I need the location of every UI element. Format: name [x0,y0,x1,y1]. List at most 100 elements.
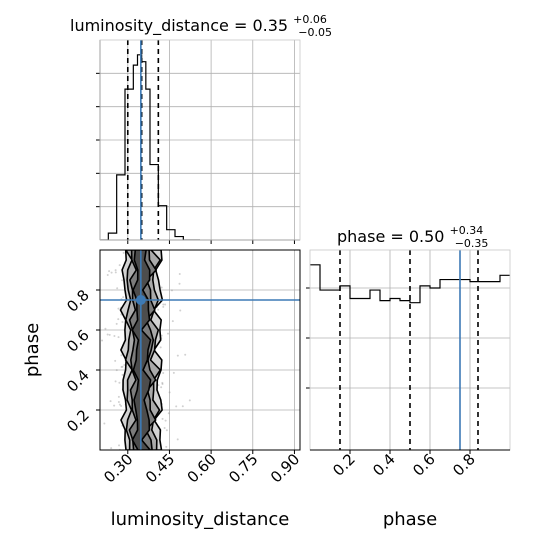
sample-point [101,339,104,342]
sample-point [121,321,124,324]
sample-point [171,320,174,323]
sample-point [113,335,116,338]
luminosity-distance-title-lower: −0.05 [298,26,332,39]
sample-point [116,287,119,290]
sample-point [160,386,163,389]
sample-point [108,333,111,336]
sample-point [161,381,164,384]
sample-point [184,353,187,356]
sample-point [120,365,123,368]
sample-point [161,382,164,385]
sample-point [157,308,160,311]
x-tick-label-3: 0.75 [225,450,261,486]
sample-point [121,365,124,368]
sample-point [121,373,124,376]
sample-point [122,251,125,254]
sample-point [172,371,175,374]
sample-point [115,322,118,325]
sample-point [114,269,117,272]
sample-point [117,336,120,339]
sample-point [162,371,165,374]
luminosity-distance-title-upper: +0.06 [293,13,327,26]
sample-point [92,380,94,382]
sample-point [162,303,165,306]
sample-point [114,359,117,362]
truth-marker [135,295,146,305]
sample-point [165,445,168,448]
phase-title-main: phase = 0.50 [337,227,444,246]
sample-point [161,417,164,420]
x-tick-label-1: 0.45 [142,450,178,486]
phase-title-upper: +0.34 [450,224,484,237]
x-tick-label-0: 0.30 [100,450,136,486]
sample-point [118,444,121,447]
sample-point [167,332,170,335]
phase-histogram-panel: 0.2 0.4 0.6 0.8 [306,249,511,480]
histogram-luminosity-distance [100,54,200,240]
panel-frame [99,39,301,241]
sample-point [118,381,121,384]
sample-point [117,318,120,321]
sample-point [120,354,123,357]
sample-point [164,303,167,306]
sample-point [106,333,109,336]
sample-point [93,294,95,296]
x-axis-label-luminosity-distance: luminosity_distance [111,509,290,530]
x-tick-label-3: 0.8 [449,450,479,480]
luminosity-distance-title-main: luminosity_distance = 0.35 [70,16,288,36]
sample-point [109,400,112,403]
sample-point [120,405,123,408]
sample-point [164,419,167,422]
histogram-phase [310,264,510,304]
joint-density-panel: 0.30 0.45 0.60 0.75 0.90 0.2 0.4 0.6 0.8 [63,249,303,486]
y-tick-label-2: 0.6 [63,326,93,356]
phase-title: phase = 0.50 +0.34 −0.35 [337,219,488,250]
sample-point [118,403,121,406]
sample-point [176,354,179,357]
sample-point [114,271,117,274]
x-axis-label-phase: phase [383,509,437,530]
sample-point [175,405,178,408]
y-axis-label-phase: phase [22,323,43,377]
sample-point [163,427,166,430]
x-tick-label-2: 0.60 [184,450,220,486]
sample-point [121,279,124,282]
joint-frame [99,249,301,451]
sample-point [123,363,126,366]
contour-line-3 [131,250,152,450]
sample-point [104,327,107,330]
sample-point [168,391,171,394]
contour-line-1 [124,250,162,450]
sample-point [117,401,120,404]
sample-point [110,271,113,274]
sample-point [114,380,117,383]
sample-point [117,395,120,398]
sample-point [181,405,184,408]
sample-point [113,404,116,407]
sample-point [167,412,170,415]
sample-point [179,309,182,312]
x-tick-label-0: 0.2 [329,450,359,480]
x-tick-label-2: 0.6 [409,450,439,480]
y-tick-label-0: 0.2 [63,406,93,436]
y-tick-label-1: 0.4 [63,366,93,396]
sample-point [103,422,106,425]
sample-point [118,264,121,267]
luminosity-distance-histogram-panel [96,39,301,244]
contour-line-0 [119,250,164,450]
sample-point [162,305,165,308]
sample-point [188,399,191,402]
sample-point [115,369,118,372]
x-tick-label-1: 0.4 [369,450,399,480]
sample-point [159,346,162,349]
sample-point [165,429,168,432]
sample-point [178,282,181,285]
sample-point [178,272,181,275]
x-tick-label-4: 0.90 [267,450,303,486]
phase-title-lower: −0.35 [455,237,489,250]
sample-point [122,296,125,299]
sample-point [160,286,163,289]
y-tick-label-3: 0.8 [63,286,93,316]
luminosity-distance-title: luminosity_distance = 0.35 +0.06 −0.05 [70,8,332,39]
